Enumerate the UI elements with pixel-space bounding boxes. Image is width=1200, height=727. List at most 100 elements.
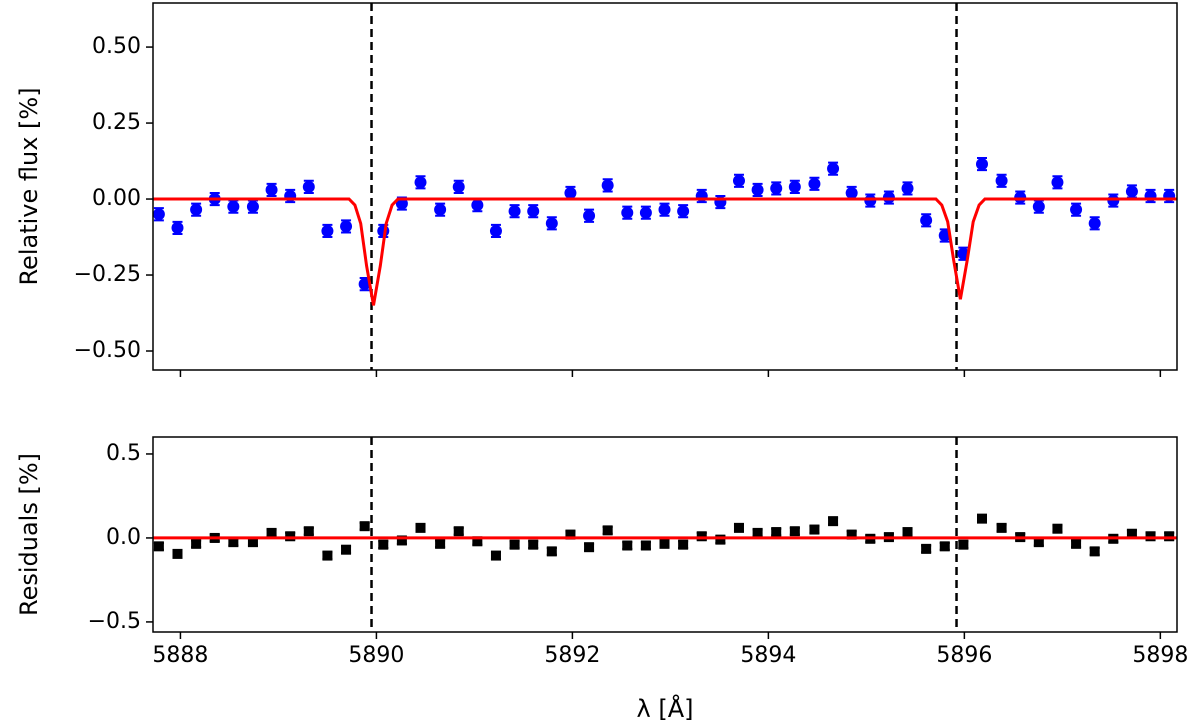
- data-point: [1089, 546, 1100, 557]
- data-point: [958, 539, 969, 550]
- data-point: [472, 536, 483, 547]
- data-point: [864, 194, 877, 207]
- data-point: [921, 543, 932, 554]
- x-tick-label: 5892: [544, 643, 600, 668]
- data-point: [153, 208, 165, 221]
- data-point: [901, 182, 914, 195]
- data-point: [771, 527, 782, 538]
- data-point: [435, 538, 446, 549]
- data-point: [846, 529, 857, 540]
- data-point: [453, 526, 464, 537]
- data-point: [303, 526, 314, 537]
- y-tick-label: −0.25: [74, 262, 141, 287]
- data-point: [583, 209, 596, 222]
- data-point: [751, 183, 764, 196]
- data-point: [827, 162, 840, 175]
- x-tick-label: 5890: [348, 643, 404, 668]
- data-point: [678, 539, 689, 550]
- data-point: [845, 186, 858, 199]
- data-point: [621, 206, 634, 219]
- data-point: [565, 529, 576, 540]
- data-point: [1070, 203, 1083, 216]
- data-point: [322, 550, 333, 561]
- data-point: [752, 527, 763, 538]
- data-point: [696, 531, 707, 542]
- data-point: [902, 527, 913, 538]
- data-point: [452, 180, 465, 193]
- data-point: [789, 526, 800, 537]
- data-point: [415, 522, 426, 533]
- y-tick-label: 0.5: [106, 441, 141, 466]
- data-point: [228, 537, 239, 548]
- data-point: [490, 550, 501, 561]
- data-point: [1088, 217, 1101, 230]
- data-point: [246, 200, 259, 213]
- data-point: [321, 224, 334, 237]
- data-point: [471, 199, 484, 212]
- data-point: [227, 200, 240, 213]
- data-point: [546, 546, 557, 557]
- data-point: [1051, 176, 1064, 189]
- data-point: [808, 177, 821, 190]
- data-point: [489, 224, 502, 237]
- data-point: [788, 180, 801, 193]
- data-point: [509, 539, 520, 550]
- data-point: [359, 521, 370, 532]
- data-point: [508, 205, 521, 218]
- data-point: [1145, 531, 1156, 542]
- data-point: [658, 203, 671, 216]
- plot-area: [153, 437, 1177, 632]
- x-axis-label: λ [Å]: [637, 694, 694, 723]
- data-point: [153, 541, 164, 552]
- y-tick-label: 0.0: [106, 525, 141, 550]
- x-tick-label: 5898: [1132, 643, 1188, 668]
- data-point: [770, 182, 783, 195]
- data-point: [828, 516, 839, 527]
- data-point: [545, 217, 558, 230]
- data-point: [265, 183, 278, 196]
- data-point: [528, 539, 539, 550]
- data-point: [191, 538, 202, 549]
- data-point: [302, 180, 315, 193]
- data-point: [172, 548, 183, 559]
- data-point: [395, 197, 408, 210]
- data-point: [1107, 194, 1120, 207]
- data-point: [341, 544, 352, 555]
- data-point: [996, 522, 1007, 533]
- plot-area: [153, 3, 1177, 370]
- data-point: [1125, 185, 1138, 198]
- data-point: [920, 214, 933, 227]
- data-point: [733, 522, 744, 533]
- data-point: [414, 176, 427, 189]
- data-point: [358, 278, 371, 291]
- data-point: [938, 229, 951, 242]
- data-point: [247, 537, 258, 548]
- data-point: [622, 540, 633, 551]
- data-point: [1052, 523, 1063, 534]
- data-point: [732, 174, 745, 187]
- y-tick-label: −0.50: [74, 338, 141, 363]
- data-point: [939, 541, 950, 552]
- y-tick-label: 0.00: [92, 186, 141, 211]
- data-point: [1126, 528, 1137, 539]
- data-point: [809, 524, 820, 535]
- y-tick-label: 0.50: [92, 34, 141, 59]
- data-point: [677, 205, 690, 218]
- data-point: [171, 221, 184, 234]
- data-point: [601, 179, 614, 192]
- data-point: [396, 535, 407, 546]
- data-point: [340, 220, 353, 233]
- x-tick-label: 5896: [936, 643, 992, 668]
- data-point: [1164, 531, 1175, 542]
- data-point: [602, 525, 613, 536]
- data-point: [1032, 200, 1045, 213]
- data-point: [266, 527, 277, 538]
- y-axis-label: Residuals [%]: [15, 453, 43, 616]
- data-point: [190, 203, 203, 216]
- data-point: [995, 174, 1008, 187]
- y-tick-label: −0.5: [88, 609, 141, 634]
- y-axis-label: Relative flux [%]: [15, 87, 43, 285]
- data-point: [564, 186, 577, 199]
- model-line: [153, 197, 1177, 306]
